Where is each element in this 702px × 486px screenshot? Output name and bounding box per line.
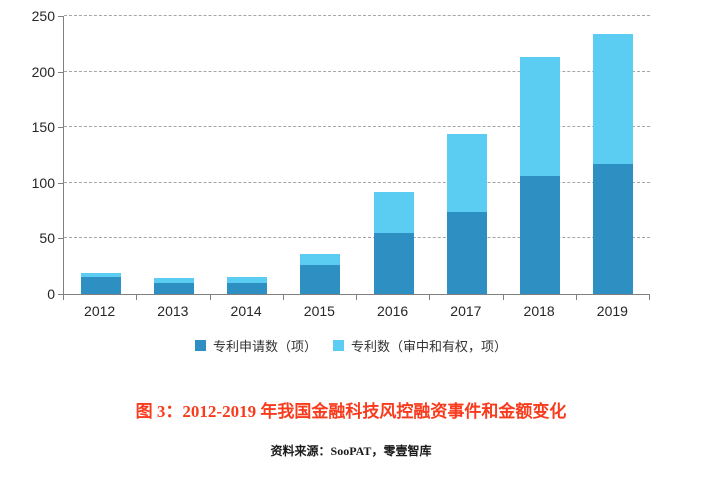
y-axis-tick [58, 71, 63, 73]
bar-segment-2015 [300, 253, 341, 266]
bar-chart: 0 50 100 150 200 250 2012 2013 2014 2015 2016 2017 2… [31, 8, 650, 319]
source-note: 资料来源：SooPAT，零壹智库 [270, 444, 432, 458]
bar-segment-2018 [520, 176, 561, 294]
x-axis-label-2018: 2018 [523, 303, 555, 319]
x-axis-tick [63, 295, 64, 300]
gridline-250 [64, 15, 650, 16]
y-axis-label-200: 200 [31, 63, 55, 80]
x-axis-label-2012: 2012 [84, 303, 116, 319]
bar-segment-2019 [593, 33, 634, 164]
y-axis-label-100: 100 [31, 174, 55, 191]
bar-segment-2017 [446, 133, 487, 212]
gridline-200 [64, 70, 650, 72]
legend-swatch-patents [333, 339, 344, 351]
bar-segment-2012 [80, 272, 121, 278]
y-axis-tick [58, 238, 63, 240]
gridline-50 [64, 237, 650, 239]
y-axis-label-0: 0 [47, 286, 55, 302]
legend-label-applications: 专利申请数（项） [212, 338, 317, 354]
x-axis-tick [209, 295, 211, 300]
bar-segment-2013 [153, 278, 194, 283]
bar-segment-2012 [80, 277, 121, 294]
legend-item-applications: 专利申请数（项） [194, 336, 317, 355]
bar-segment-2016 [373, 232, 414, 294]
gridline-100 [64, 181, 650, 183]
x-axis-tick [282, 295, 284, 300]
x-axis-label-2015: 2015 [303, 303, 335, 319]
legend-label-patents: 专利数（审中和有权，项） [351, 338, 508, 354]
x-axis-tick [502, 295, 504, 300]
y-axis-label-250: 250 [31, 8, 55, 24]
x-axis-label-2017: 2017 [450, 303, 482, 319]
x-axis-label-2016: 2016 [377, 303, 409, 319]
bar-segment-2014 [227, 277, 268, 283]
x-axis-label-2019: 2019 [596, 303, 628, 319]
gridline-150 [64, 126, 650, 128]
bar-segment-2015 [300, 265, 341, 294]
y-axis-label-150: 150 [31, 119, 55, 136]
x-axis-tick [429, 295, 431, 300]
legend-item-patents: 专利数（审中和有权，项） [333, 336, 507, 355]
bar-segment-2016 [373, 191, 414, 233]
y-axis-tick [58, 127, 63, 129]
bar-segment-2019 [593, 163, 634, 294]
bar-segment-2018 [520, 57, 561, 177]
plot-area [63, 15, 650, 295]
x-axis-tick [356, 295, 357, 300]
y-axis-tick [58, 182, 63, 184]
chart-legend: 专利申请数（项） 专利数（审中和有权，项） [0, 335, 702, 355]
y-axis-label-50: 50 [39, 230, 55, 247]
figure-caption: 图 3：2012-2019 年我国金融科技风控融资事件和金额变化 [135, 402, 567, 421]
x-axis-tick [649, 295, 650, 300]
bar-segment-2014 [227, 282, 268, 294]
x-axis-label-2014: 2014 [230, 303, 262, 319]
bar-segment-2017 [446, 211, 487, 294]
bar-segment-2013 [153, 282, 194, 294]
legend-swatch-applications [194, 339, 206, 351]
y-axis-tick [58, 294, 63, 295]
x-axis-tick [575, 295, 577, 300]
x-axis-tick [136, 295, 138, 300]
y-axis-tick [58, 16, 63, 17]
x-axis-label-2013: 2013 [157, 303, 189, 319]
